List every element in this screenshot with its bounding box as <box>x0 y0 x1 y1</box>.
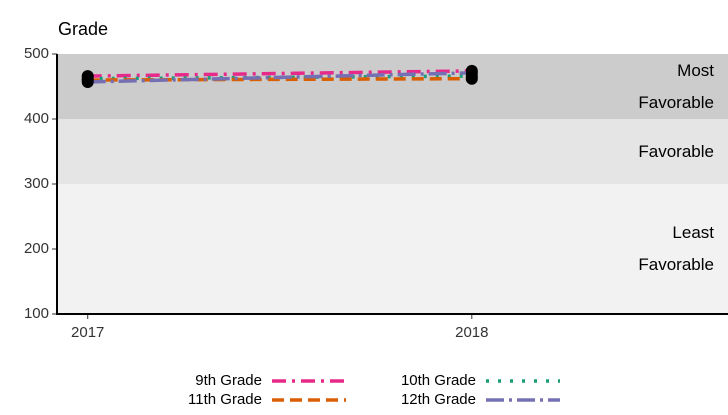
legend-entry: 11th Grade <box>188 391 346 408</box>
legend-entry: 9th Grade <box>195 372 346 389</box>
y-tick-label: 100 <box>24 305 49 322</box>
chart-title: Grade <box>58 19 108 39</box>
band-label: Most Favorable <box>638 60 714 112</box>
legend-label: 9th Grade <box>195 372 262 389</box>
band-label: Least Favorable <box>638 223 714 274</box>
series-line <box>87 71 472 84</box>
series-line <box>87 69 472 78</box>
legend-label: 10th Grade <box>401 372 476 389</box>
y-tick-label: 300 <box>24 175 49 192</box>
y-tick-label: 400 <box>24 110 49 127</box>
band <box>57 184 728 314</box>
band <box>57 119 728 184</box>
legend-entry: 10th Grade <box>401 372 560 389</box>
x-tick-label: 2017 <box>71 324 104 341</box>
point <box>465 66 478 79</box>
y-tick-label: 500 <box>24 45 49 62</box>
y-tick-label: 200 <box>24 240 49 257</box>
legend-label: 12th Grade <box>401 391 476 408</box>
band <box>57 54 728 119</box>
x-tick-label: 2018 <box>455 324 488 341</box>
band-label: Favorable <box>638 141 714 161</box>
legend-entry: 12th Grade <box>401 391 560 408</box>
point <box>81 75 94 88</box>
legend-label: 11th Grade <box>188 391 262 408</box>
